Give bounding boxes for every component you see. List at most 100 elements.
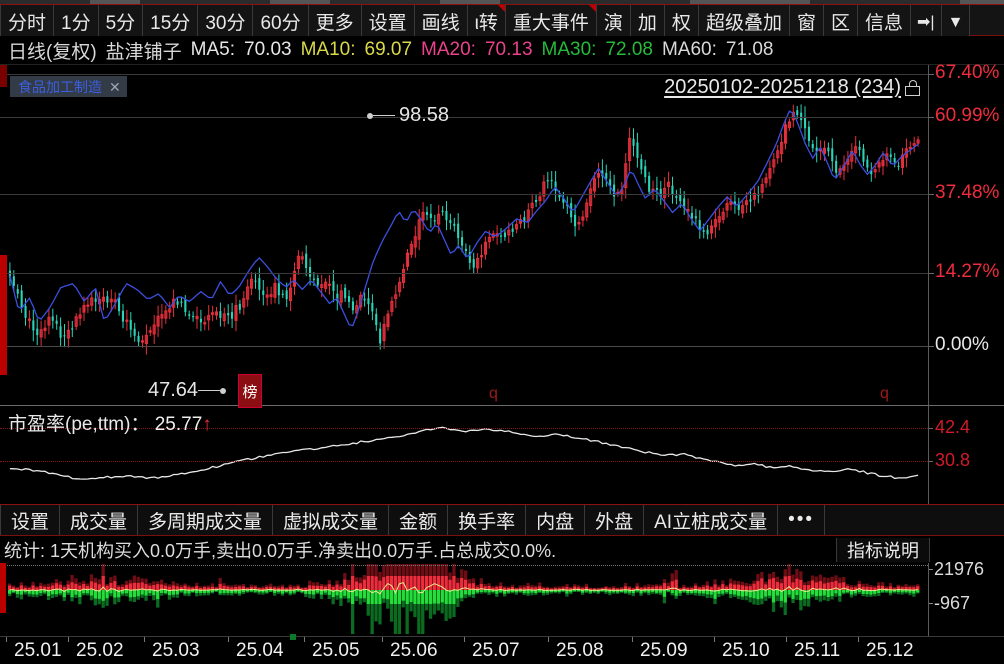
x-axis-tick-2 — [144, 637, 145, 642]
pe-label: 市盈率(pe,ttm)： — [8, 414, 150, 435]
x-axis-tick-1 — [68, 637, 69, 642]
toolbar-button-10[interactable]: 重大事件 — [505, 5, 597, 41]
price-candlestick-series — [8, 104, 920, 355]
date-range-label: 20250102-20251218 (234) — [664, 76, 901, 98]
pe-axis-tick-0: 42.4 — [935, 417, 971, 437]
ma60-label: MA60: — [661, 39, 717, 60]
x-axis-label-8: 25.09 — [640, 640, 688, 661]
x-axis-tick-9 — [714, 637, 715, 642]
x-axis-label-7: 25.08 — [556, 640, 604, 661]
x-axis-label-3: 25.04 — [236, 640, 284, 661]
indicator-description-button[interactable]: 指标说明 — [836, 538, 930, 562]
ma60-value: 71.08 — [725, 39, 774, 60]
more-options-icon[interactable]: ••• — [778, 505, 826, 535]
x-axis-label-6: 25.07 — [472, 640, 520, 661]
toolbar-button-8[interactable]: 画线 — [414, 5, 468, 41]
left-price-marker — [0, 255, 7, 375]
ma20-value: 70.13 — [484, 39, 533, 60]
volume-axis: 21976 -967 — [928, 559, 1004, 636]
ma30-value: 72.08 — [605, 39, 653, 60]
ma10-value: 69.07 — [364, 39, 413, 60]
x-axis-tick-10 — [786, 637, 787, 642]
period-label[interactable]: 日线(复权) — [8, 41, 97, 63]
toolbar-button-16[interactable]: 区 — [823, 5, 858, 41]
volume-tab-3[interactable]: 虚拟成交量 — [273, 505, 390, 535]
toolbar-button-7[interactable]: 设置 — [361, 5, 415, 41]
toolbar-button-11[interactable]: 演 — [596, 5, 631, 41]
pe-line-series — [9, 426, 919, 480]
pe-axis: 42.4 30.8 — [928, 406, 1004, 505]
volume-bar-series — [8, 564, 920, 634]
x-axis-tick-11 — [858, 637, 859, 642]
toolbar-button-12[interactable]: 加 — [630, 5, 665, 41]
x-axis-label-10: 25.11 — [794, 640, 841, 661]
pe-axis-tick-1: 30.8 — [935, 450, 971, 470]
x-axis-label-9: 25.10 — [722, 640, 770, 661]
x-axis-label-0: 25.01 — [14, 640, 62, 661]
chevron-down-icon[interactable]: ▼ — [941, 5, 971, 41]
toolbar-button-14[interactable]: 超级叠加 — [698, 5, 790, 41]
x-axis-green-marker — [290, 634, 296, 640]
ranking-badge[interactable]: 榜 — [238, 374, 262, 408]
toolbar-button-15[interactable]: 窗 — [789, 5, 824, 41]
stats-row: 统计: 1天机构买入0.0万手,卖出0.0万手.净卖出0.0万手.占总成交0.0… — [0, 536, 1004, 563]
x-axis-tick-6 — [464, 637, 465, 642]
volume-tab-1[interactable]: 成交量 — [60, 505, 139, 535]
lock-icon[interactable] — [905, 79, 920, 96]
toolbar-button-3[interactable]: 15分 — [143, 5, 199, 41]
x-axis-tick-8 — [632, 637, 633, 642]
toolbar-button-4[interactable]: 30分 — [198, 5, 254, 41]
high-price-annotation: 98.58 — [367, 104, 449, 127]
toolbar-button-2[interactable]: 5分 — [98, 5, 144, 41]
close-icon[interactable]: ✕ — [109, 78, 121, 95]
toolbar-button-9[interactable]: ι转 — [467, 5, 506, 41]
sector-tag[interactable]: 食品加工制造 ✕ — [10, 76, 127, 97]
volume-tab-0[interactable]: 设置 — [0, 505, 61, 535]
x-axis-label-5: 25.06 — [390, 640, 438, 661]
x-axis-label-11: 25.12 — [866, 640, 914, 661]
collapse-toolbar-button[interactable]: ➡| — [911, 5, 942, 41]
window-title-strip — [0, 0, 1004, 5]
x-axis-tick-4 — [304, 637, 305, 642]
volume-tab-spacer — [825, 505, 1004, 535]
ma10-label: MA10: — [300, 39, 356, 60]
axis-tick-1: 60.99% — [935, 105, 1000, 126]
pe-arrow-up-icon: ↑ — [202, 414, 212, 435]
toolbar-button-13[interactable]: 权 — [664, 5, 699, 41]
axis-tick-0: 67.40% — [935, 62, 1000, 83]
q-marker-1[interactable]: q — [489, 385, 498, 402]
x-axis: 25.01 25.02 25.03 25.04 25.05 25.06 25.07 25.08… — [0, 634, 1004, 664]
pe-chart-pane[interactable] — [0, 406, 928, 505]
x-axis-tick-5 — [382, 637, 383, 642]
pe-indicator-title: 市盈率(pe,ttm)： 25.77↑ — [8, 409, 212, 436]
toolbar-button-6[interactable]: 更多 — [308, 5, 362, 41]
toolbar-button-17[interactable]: 信息 — [857, 5, 911, 41]
volume-tab-4[interactable]: 金额 — [389, 505, 449, 535]
volume-tab-6[interactable]: 内盘 — [526, 505, 586, 535]
x-axis-tick-7 — [548, 637, 549, 642]
volume-tab-2[interactable]: 多周期成交量 — [138, 505, 274, 535]
x-axis-label-2: 25.03 — [152, 640, 200, 661]
volume-left-marker — [0, 563, 6, 613]
toolbar-button-0[interactable]: 分时 — [0, 5, 55, 41]
toolbar-button-5[interactable]: 60分 — [253, 5, 309, 41]
price-percent-axis: 67.40% 60.99% 37.48% 14.27% 0.00% — [928, 62, 1004, 405]
toolbar-spacer — [970, 0, 1004, 35]
x-axis-label-1: 25.02 — [76, 640, 124, 661]
x-axis-label-4: 25.05 — [312, 640, 360, 661]
top-toolbar: 分时 1分 5分 15分 30分 60分 更多 设置 画线 ι转 重大事件演加权超级叠加窗区信息 ➡… — [0, 0, 1004, 41]
price-chart-pane[interactable] — [0, 65, 928, 405]
ma5-value: 70.03 — [244, 39, 292, 60]
stock-name: 盐津铺子 — [105, 41, 182, 63]
chart-info-bar: 日线(复权) 盐津铺子 MA5: 70.03 MA10: 69.07 MA20:… — [0, 36, 1004, 65]
volume-chart-pane[interactable] — [0, 563, 928, 636]
volume-tab-8[interactable]: AI立桩成交量 — [644, 505, 779, 535]
toolbar-button-1[interactable]: 1分 — [54, 5, 99, 41]
q-marker-2[interactable]: q — [880, 385, 889, 402]
date-range[interactable]: 20250102-20251218 (234) — [664, 76, 920, 99]
axis-tick-4: 0.00% — [935, 334, 989, 355]
pane-divider — [0, 405, 1004, 406]
volume-axis-tick-1: -967 — [934, 593, 971, 613]
volume-tab-7[interactable]: 外盘 — [585, 505, 645, 535]
volume-tab-5[interactable]: 换手率 — [448, 505, 527, 535]
